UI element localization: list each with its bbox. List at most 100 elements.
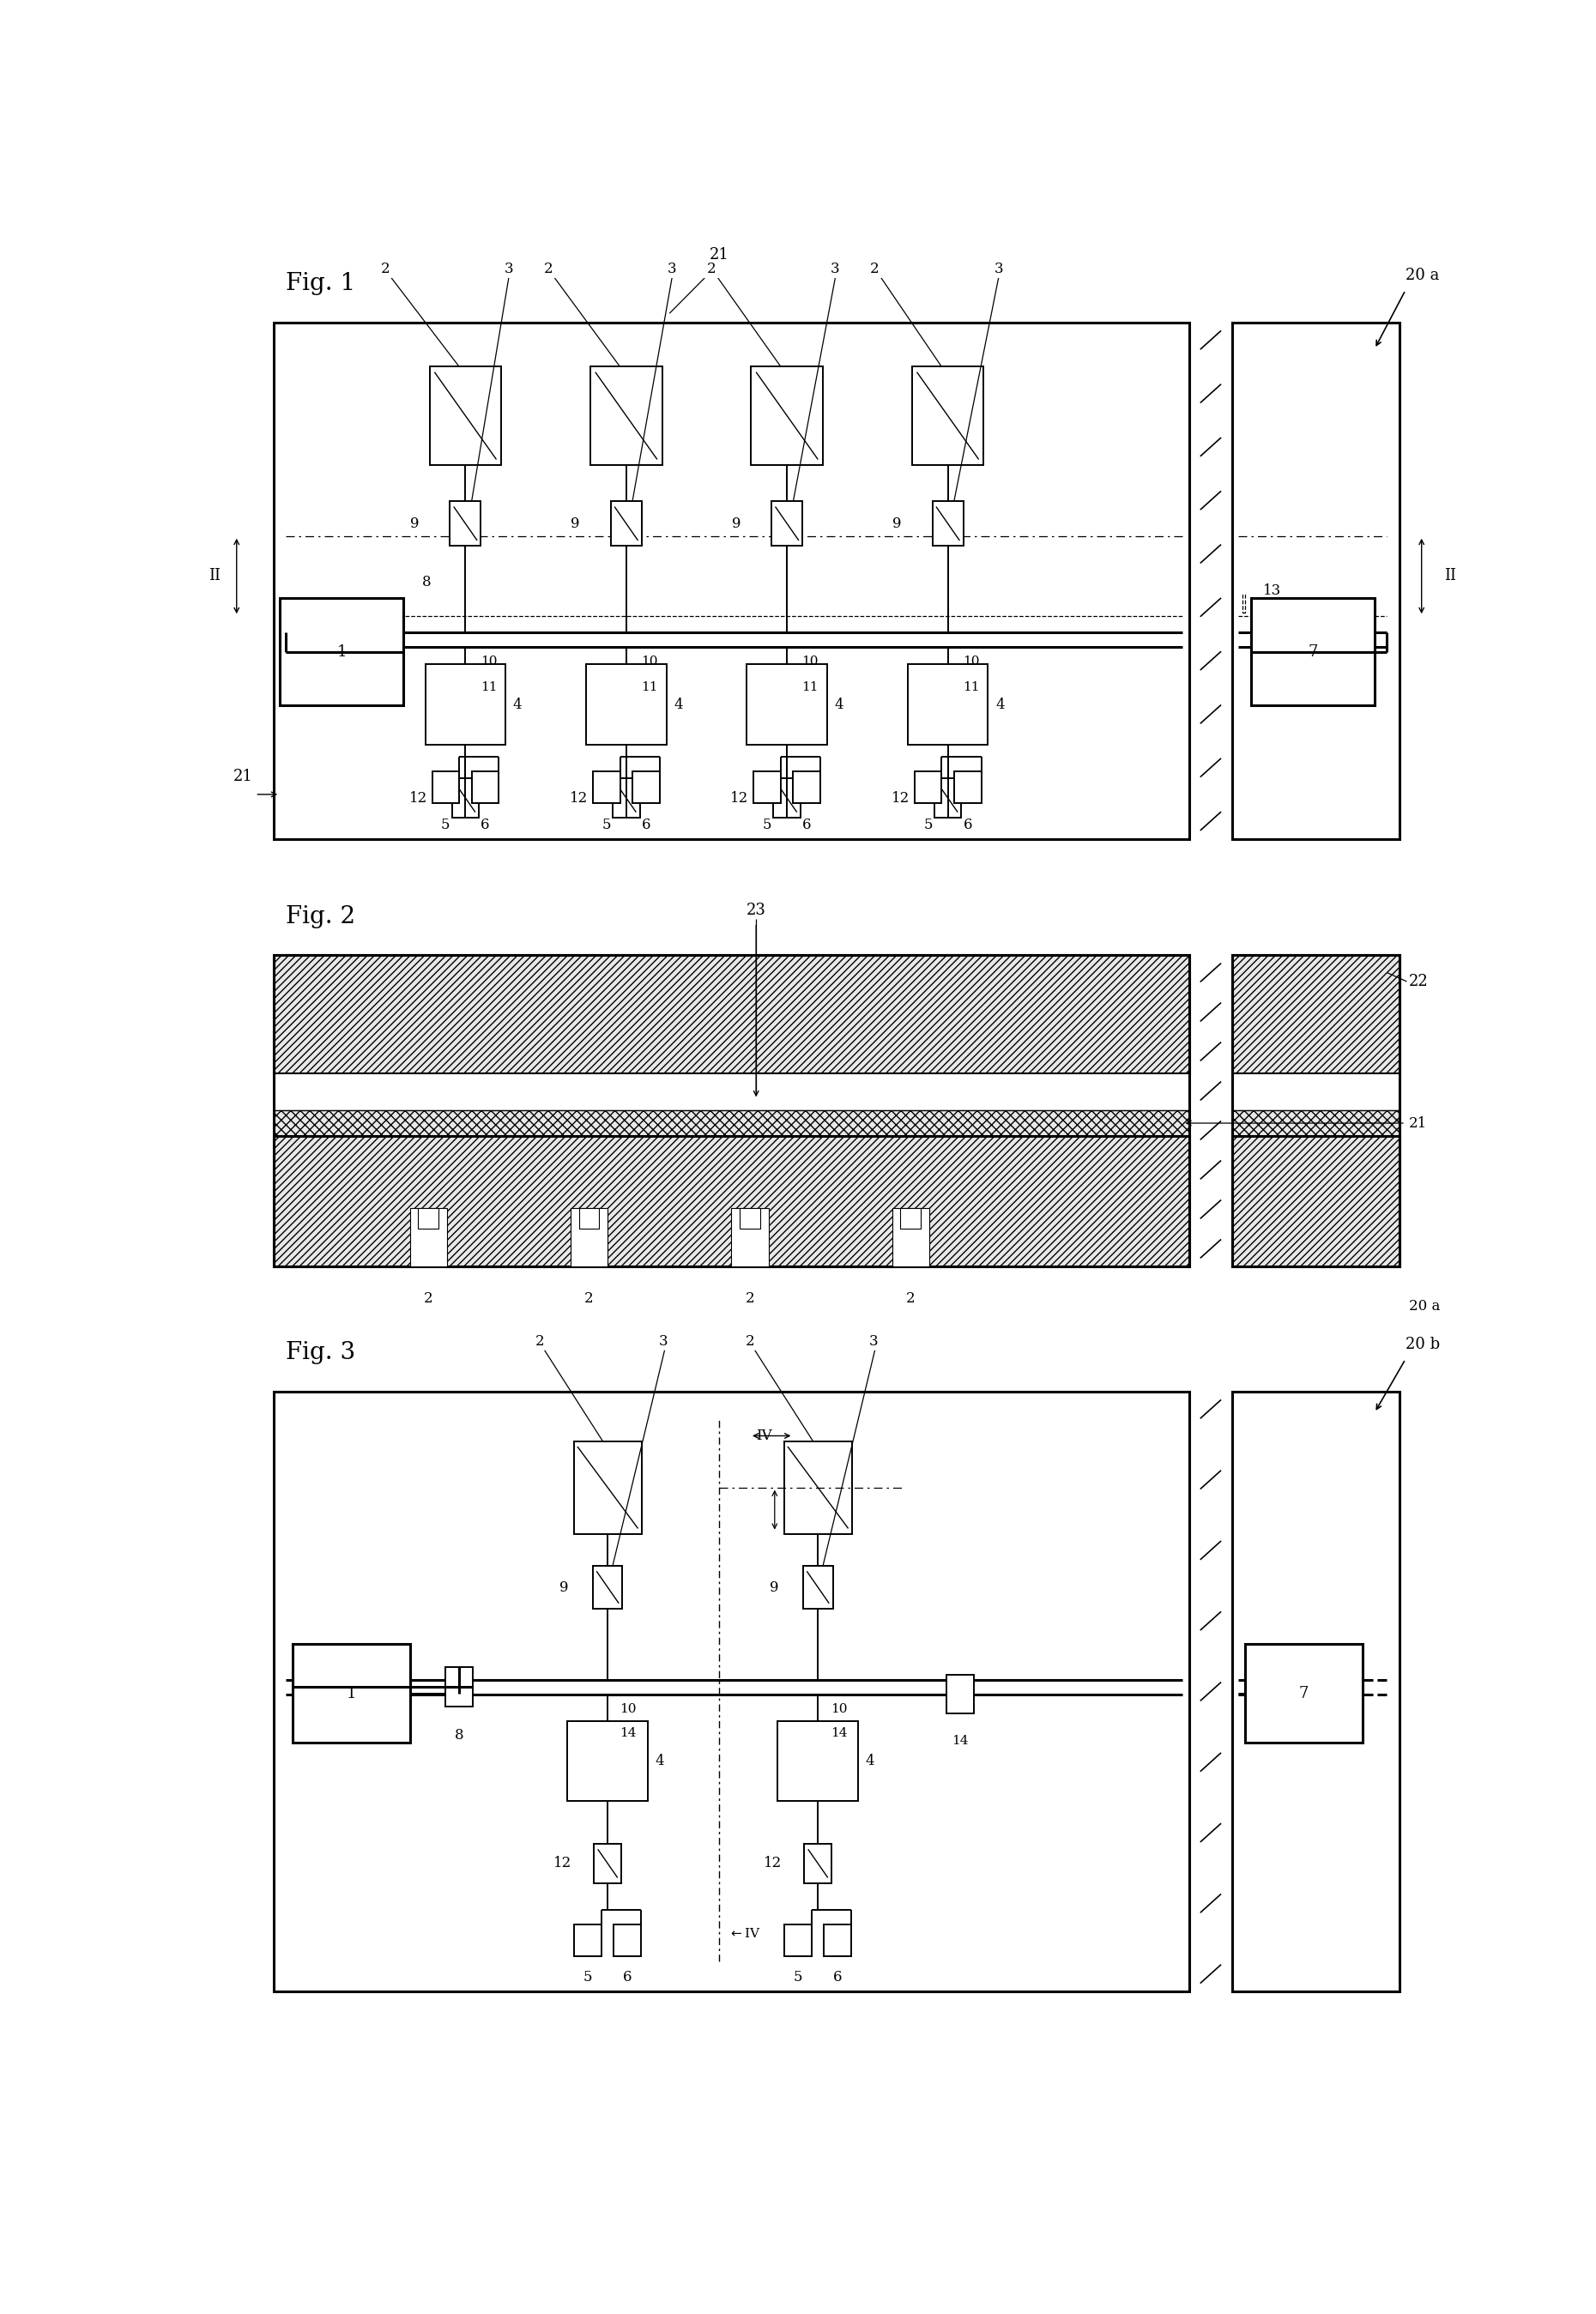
Text: 13: 13	[1264, 583, 1282, 599]
Bar	[579, 1208, 600, 1229]
Bar	[429, 366, 501, 465]
Text: 9: 9	[892, 516, 902, 530]
Text: 3: 3	[830, 261, 839, 275]
Bar	[1232, 1074, 1400, 1111]
Bar	[568, 1722, 648, 1800]
Text: 2: 2	[425, 1291, 433, 1305]
Text: 6: 6	[803, 817, 811, 833]
Text: 3: 3	[870, 1335, 878, 1349]
Text: 2: 2	[535, 1335, 544, 1349]
Bar	[445, 1668, 472, 1708]
Text: 2: 2	[907, 1291, 915, 1305]
Bar	[273, 322, 1189, 840]
Bar	[273, 956, 1189, 1074]
Bar	[753, 771, 780, 803]
Text: 10: 10	[480, 655, 496, 666]
Text: IV: IV	[757, 1428, 772, 1444]
Bar	[932, 502, 964, 546]
Bar	[946, 1675, 974, 1715]
Bar	[611, 502, 642, 546]
Bar	[804, 1844, 832, 1884]
Bar	[752, 366, 824, 465]
Bar	[771, 502, 803, 546]
Text: II: II	[209, 569, 220, 583]
Text: 22: 22	[1409, 974, 1428, 988]
Text: 14: 14	[951, 1736, 969, 1747]
Bar	[1232, 1136, 1400, 1266]
Text: 6: 6	[642, 817, 651, 833]
Text: 7: 7	[1299, 1685, 1309, 1701]
Text: 6: 6	[962, 817, 972, 833]
Bar	[731, 1208, 769, 1266]
Bar	[1232, 322, 1400, 840]
Text: 10: 10	[619, 1703, 637, 1715]
Bar	[273, 1391, 1189, 1992]
Bar	[573, 1442, 642, 1534]
Bar	[575, 1923, 602, 1955]
Text: Fig. 1: Fig. 1	[286, 273, 356, 296]
Text: 3: 3	[504, 261, 514, 275]
Bar	[594, 1844, 621, 1884]
Text: 6: 6	[480, 817, 490, 833]
Bar	[273, 956, 1189, 1266]
Text: II: II	[1444, 569, 1456, 583]
Bar	[747, 664, 827, 745]
Bar	[1232, 1111, 1400, 1136]
Bar	[1245, 1645, 1361, 1742]
Bar	[418, 1208, 439, 1229]
Bar	[471, 771, 500, 803]
Text: 4: 4	[674, 697, 683, 713]
Bar	[425, 664, 506, 745]
Text: 11: 11	[801, 683, 819, 694]
Bar	[803, 1567, 833, 1608]
Text: 2: 2	[745, 1335, 755, 1349]
Text: 9: 9	[559, 1580, 568, 1594]
Text: 11: 11	[962, 683, 980, 694]
Bar	[934, 778, 961, 817]
Bar	[452, 778, 479, 817]
Bar	[911, 366, 983, 465]
Text: 23: 23	[747, 902, 766, 919]
Text: 20 b: 20 b	[1406, 1337, 1440, 1351]
Text: 12: 12	[764, 1856, 782, 1870]
Bar	[784, 1442, 852, 1534]
Bar	[785, 1923, 812, 1955]
Text: 14: 14	[619, 1726, 637, 1740]
Bar	[279, 599, 404, 706]
Bar	[1232, 1391, 1400, 1992]
Text: 12: 12	[731, 791, 749, 805]
Text: 10: 10	[962, 655, 980, 666]
Text: 9: 9	[769, 1580, 779, 1594]
Text: 12: 12	[409, 791, 428, 805]
Text: 14: 14	[830, 1726, 847, 1740]
Text: 5: 5	[924, 817, 932, 833]
Bar	[774, 778, 801, 817]
Text: 8: 8	[421, 574, 431, 590]
Bar	[1232, 956, 1400, 1266]
Text: $\leftarrow$IV: $\leftarrow$IV	[729, 1928, 761, 1939]
Text: 21: 21	[1409, 1115, 1427, 1132]
Text: 5: 5	[763, 817, 772, 833]
Text: 20 a: 20 a	[1406, 268, 1440, 282]
Text: 1: 1	[337, 643, 346, 659]
Text: 4: 4	[512, 697, 522, 713]
Text: 5: 5	[584, 1972, 592, 1985]
Bar	[1251, 599, 1374, 706]
Bar	[592, 771, 619, 803]
Text: 2: 2	[380, 261, 389, 275]
Text: 8: 8	[455, 1729, 464, 1742]
Bar	[900, 1208, 921, 1229]
Bar	[824, 1923, 851, 1955]
Text: 2: 2	[745, 1291, 755, 1305]
Text: 1: 1	[346, 1685, 356, 1701]
Bar	[954, 771, 982, 803]
Text: 21: 21	[709, 248, 729, 261]
Text: 4: 4	[865, 1754, 875, 1768]
Text: 11: 11	[642, 683, 658, 694]
Bar	[908, 664, 988, 745]
Bar	[632, 771, 659, 803]
Bar	[410, 1208, 447, 1266]
Bar	[614, 1923, 642, 1955]
Bar	[591, 366, 662, 465]
Bar	[592, 1567, 622, 1608]
